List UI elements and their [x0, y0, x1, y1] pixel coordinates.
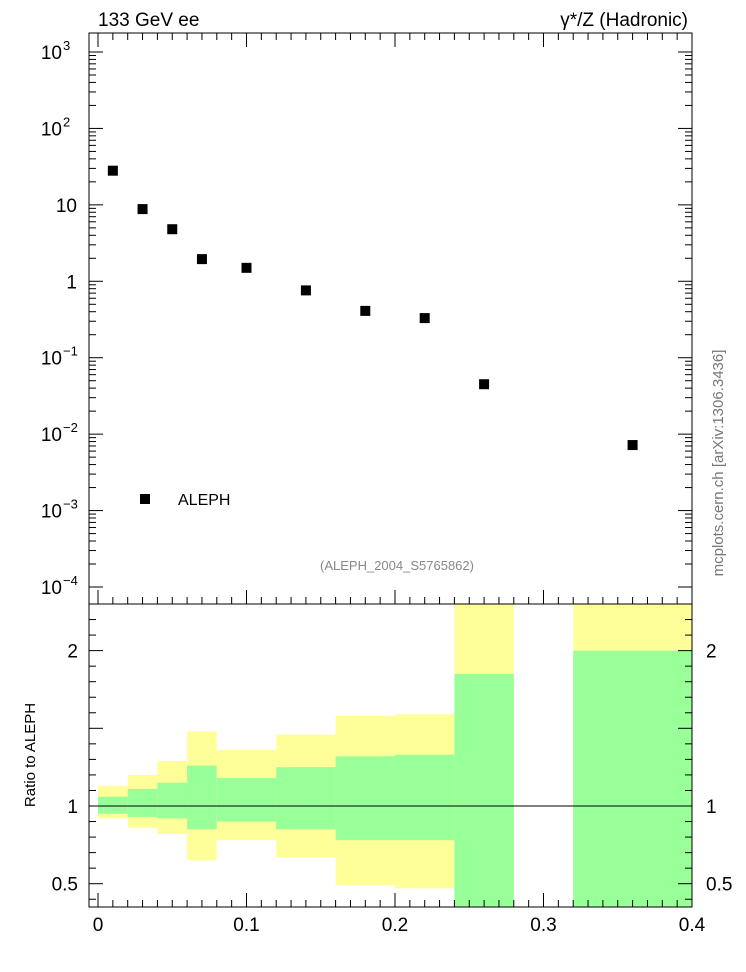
ratio-y-tick-label: 0.5: [52, 875, 78, 896]
ratio-plot-ticks: [89, 619, 693, 907]
main-plot-frame: [88, 32, 693, 605]
ratio-band-inner: [276, 767, 336, 830]
y-tick-label: 10 −2: [41, 420, 78, 446]
ratio-band-inner: [98, 796, 128, 814]
ratio-plot-panel: 0.5 0.5 1 1 2 2 0 0.1 0.2 0.3 0.4 Ratio to ALEPH: [22, 603, 733, 936]
header-right-label: γ*/Z (Hadronic): [560, 10, 688, 31]
y-tick-label-base: 10: [41, 578, 62, 599]
y-tick-label-exponent: −1: [63, 344, 78, 359]
ratio-y-tick-label-right: 1: [706, 797, 717, 818]
y-tick-label-base: 10: [56, 196, 77, 217]
y-tick-label: 10 3: [41, 38, 70, 64]
y-tick-label-exponent: −4: [63, 573, 78, 588]
ratio-band-inner: [335, 756, 395, 841]
x-tick-label: 0.4: [679, 915, 706, 936]
ratio-y-tick-label-right: 2: [706, 642, 717, 663]
ratio-band-inner: [127, 788, 158, 817]
ratio-plot-frame: [88, 603, 693, 908]
ratio-band-inner: [454, 673, 514, 907]
y-tick-label: 10: [56, 196, 77, 217]
y-tick-label-base: 1: [66, 272, 77, 293]
x-tick-label: 0.2: [382, 915, 408, 936]
y-tick-label-base: 10: [41, 43, 62, 64]
header-left-label: 133 GeV ee: [98, 10, 199, 31]
ratio-band-inner: [395, 754, 455, 841]
y-tick-label-exponent: 2: [63, 114, 70, 129]
y-tick-label: 10 −4: [41, 573, 78, 599]
y-tick-label-exponent: 3: [63, 38, 70, 53]
data-point: [419, 313, 430, 324]
ratio-bands: [98, 604, 692, 907]
data-point: [300, 285, 311, 296]
ratio-y-tick-label: 2: [67, 642, 78, 663]
side-credit-label: mcplots.cern.ch [arXiv:1306.3436]: [710, 350, 727, 577]
y-tick-label: 10 −3: [41, 497, 78, 523]
ratio-y-axis-label: Ratio to ALEPH: [22, 703, 39, 807]
analysis-watermark: (ALEPH_2004_S5765862): [320, 558, 474, 573]
main-plot-ticks: [89, 33, 693, 604]
data-points: [107, 165, 638, 451]
data-point: [360, 305, 371, 316]
x-tick-label: 0.3: [530, 915, 556, 936]
y-tick-label-base: 10: [41, 425, 62, 446]
y-tick-label-exponent: −3: [63, 497, 78, 512]
y-tick-label: 10 −1: [41, 344, 78, 370]
ratio-band-inner: [573, 650, 692, 907]
ratio-plot-tick-labels: 0.5 0.5 1 1 2 2 0 0.1 0.2 0.3 0.4: [52, 642, 733, 936]
data-point: [137, 204, 148, 215]
ratio-y-tick-label-right: 0.5: [706, 875, 732, 896]
y-tick-label-base: 10: [41, 119, 62, 140]
y-tick-label: 10 2: [41, 114, 70, 140]
legend-label-aleph: ALEPH: [178, 492, 230, 509]
y-tick-label-base: 10: [41, 349, 62, 370]
data-point: [479, 379, 490, 390]
data-point: [167, 224, 178, 235]
ratio-band-inner: [216, 778, 277, 822]
ratio-band-inner: [157, 782, 188, 819]
data-point: [196, 254, 207, 265]
legend-marker-aleph: [140, 494, 150, 504]
data-point: [627, 440, 638, 451]
y-tick-label: 1: [66, 272, 77, 293]
x-tick-label: 0.1: [233, 915, 259, 936]
x-tick-label: 0: [93, 915, 104, 936]
data-point: [107, 165, 118, 176]
y-tick-label-exponent: −2: [63, 420, 78, 435]
ratio-band-inner: [187, 765, 217, 830]
ratio-y-tick-label: 1: [67, 797, 78, 818]
y-tick-label-base: 10: [41, 502, 62, 523]
data-point: [241, 262, 252, 273]
